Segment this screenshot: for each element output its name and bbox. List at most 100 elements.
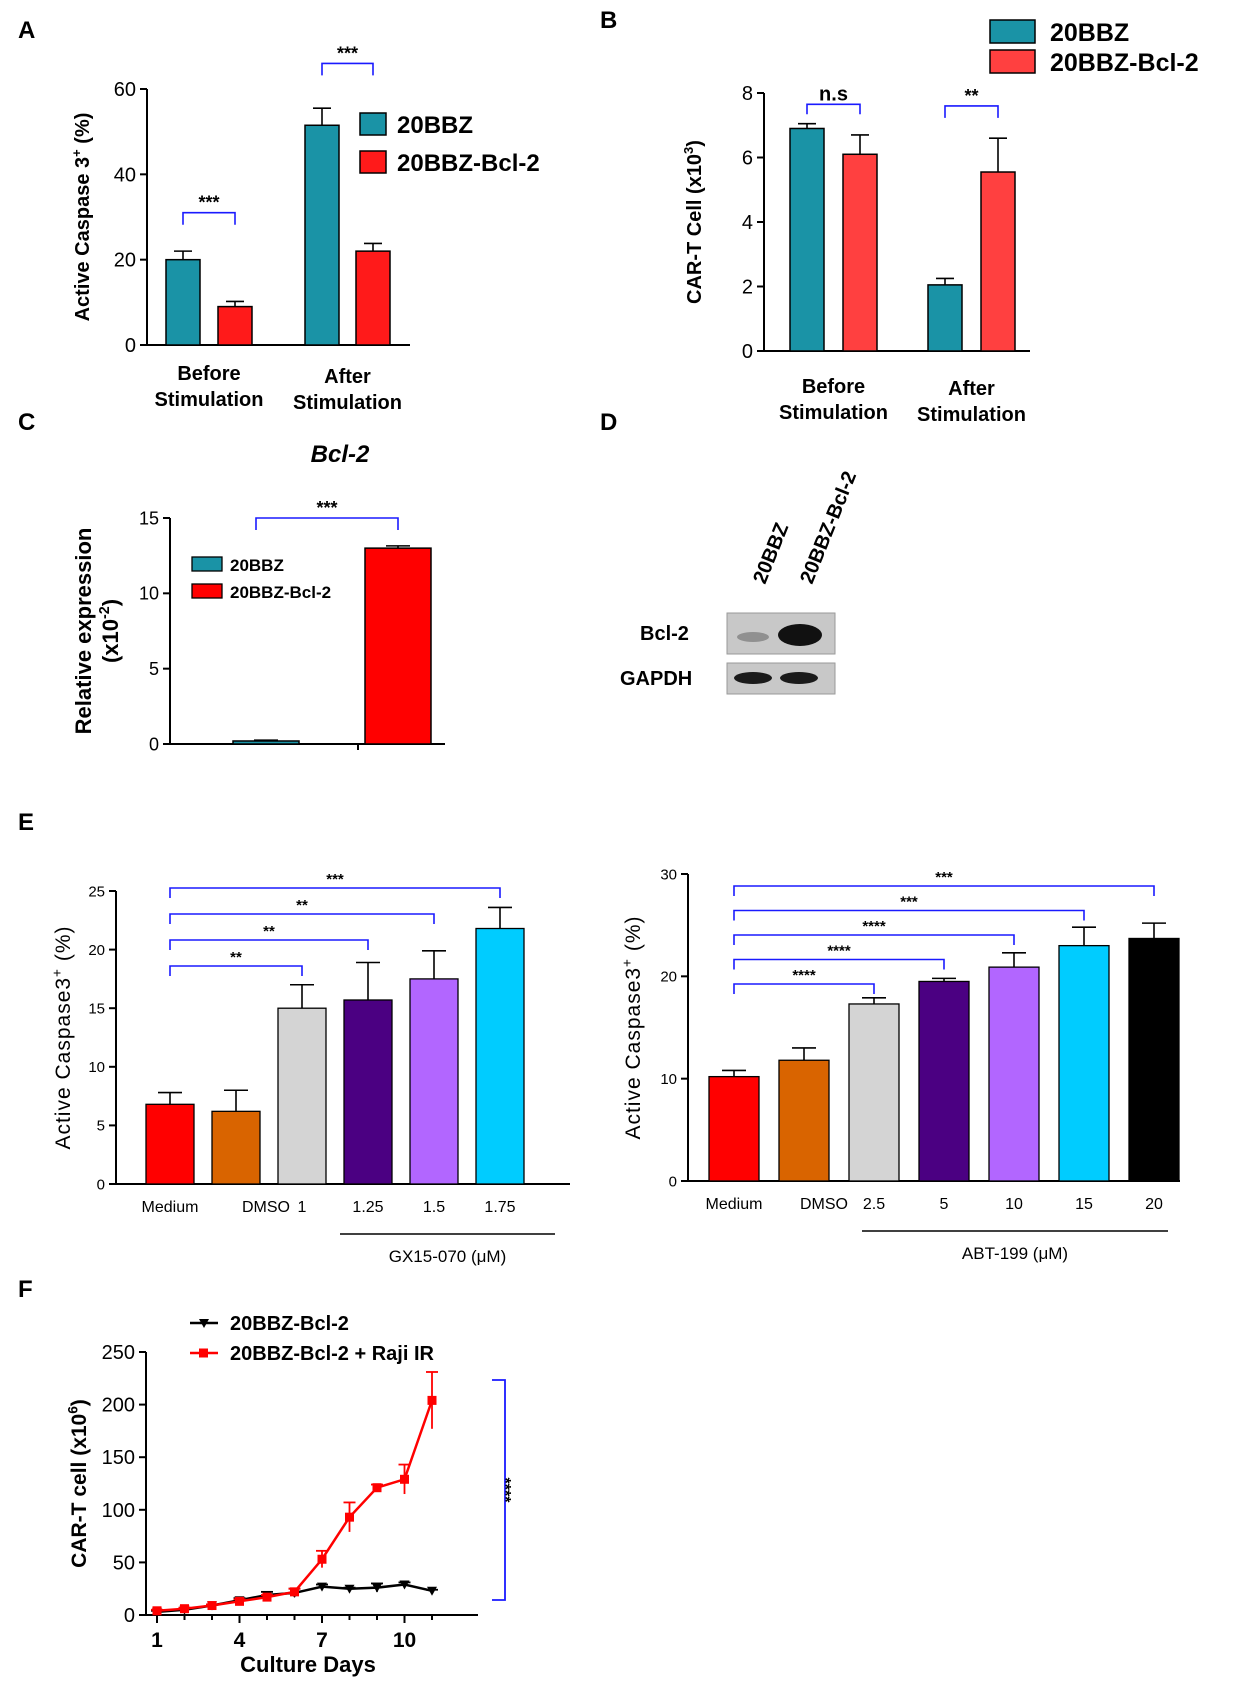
bar	[708, 1075, 760, 1182]
y-tick-label: 0	[124, 1605, 135, 1627]
y-tick-label: 60	[114, 79, 136, 101]
significance-label: ***	[198, 193, 219, 213]
legend-label: 20BBZ-Bcl-2	[230, 1313, 349, 1335]
bar	[217, 305, 253, 346]
significance-bracket	[169, 913, 435, 924]
y-tick-label: 250	[102, 1342, 135, 1364]
bar	[778, 1059, 830, 1182]
bar	[355, 250, 391, 346]
significance-bracket	[944, 105, 999, 118]
blot-band	[780, 672, 818, 684]
x-tick-label: Stimulation	[293, 392, 402, 414]
y-axis-label: Active Caspase 3+ (%)	[69, 113, 94, 322]
y-tick-label: 25	[88, 883, 105, 900]
x-tick-label: 10	[393, 1629, 416, 1652]
bar	[364, 547, 432, 745]
data-point	[372, 1583, 382, 1593]
legend-swatch	[359, 150, 387, 174]
significance-label: ****	[862, 918, 886, 935]
y-tick-label: 50	[113, 1552, 135, 1574]
legend-label: 20BBZ-Bcl-2	[230, 583, 331, 602]
significance-bracket	[321, 62, 374, 76]
y-tick-label: 200	[102, 1395, 135, 1417]
bar	[343, 999, 393, 1185]
x-tick-label: Medium	[706, 1196, 763, 1213]
bar	[277, 1007, 327, 1185]
x-tick-label: Before	[802, 376, 865, 398]
x-tick-label: Stimulation	[917, 404, 1026, 426]
blot-row-label: Bcl-2	[640, 623, 689, 645]
data-point	[427, 1395, 437, 1405]
x-tick-label: DMSO	[242, 1199, 290, 1216]
legend-swatch	[191, 583, 223, 599]
data-point	[427, 1586, 437, 1596]
x-tick-label: 2.5	[863, 1196, 885, 1213]
y-tick-label: 100	[102, 1500, 135, 1522]
data-point	[345, 1512, 354, 1522]
significance-bracket	[169, 965, 303, 976]
x-tick-label: 4	[234, 1629, 246, 1652]
y-tick-label: 20	[114, 250, 136, 272]
significance-label: ***	[935, 869, 953, 886]
blot-lane-label: 20BBZ-Bcl-2	[796, 468, 861, 587]
significance-bracket	[733, 885, 1155, 896]
significance-label: ****	[792, 967, 816, 984]
chart-panel-b: 0 2 4 6 8 Before Stimulation After Stimulation n.…	[681, 19, 1199, 426]
chart-panel-f: 0 50 100 150 200 250 1 4 7 10 Culture Days CAR-T ce…	[66, 1313, 513, 1677]
bar	[988, 966, 1040, 1182]
significance-label: ***	[337, 43, 358, 63]
y-tick-label: 20	[88, 942, 105, 959]
y-axis-label: Relative expression	[71, 528, 96, 735]
blot-lane-label: 20BBZ	[749, 520, 793, 587]
bar	[927, 284, 963, 352]
data-point	[317, 1582, 327, 1592]
data-point	[180, 1604, 189, 1614]
x-axis-label: Culture Days	[240, 1652, 376, 1677]
chart-panel-c: 0 5 10 15 *** Bcl-2 Relative expression (x10-2)…	[71, 441, 445, 754]
blot-band	[734, 672, 772, 684]
significance-label: **	[296, 897, 308, 914]
y-tick-label: 40	[114, 164, 136, 186]
legend-swatch	[989, 49, 1036, 74]
data-point	[317, 1554, 327, 1564]
bar	[980, 171, 1016, 352]
x-tick-label: After	[324, 366, 371, 388]
x-group-label: GX15-070 (μM)	[389, 1247, 507, 1266]
significance-label: ****	[827, 943, 851, 960]
x-group-label: ABT-199 (μM)	[962, 1244, 1068, 1263]
significance-bracket	[255, 517, 399, 530]
data-point	[262, 1592, 272, 1602]
bar	[211, 1110, 261, 1185]
bar	[475, 927, 525, 1185]
chart-panel-e-right: 0 10 20 30 Medium DMSO 2.5 5 10 15 20 ABT-199 (μM) *…	[620, 866, 1180, 1263]
legend-label: 20BBZ	[1050, 19, 1129, 47]
y-tick-label: 150	[102, 1447, 135, 1469]
x-tick-label: Medium	[142, 1199, 199, 1216]
bar	[409, 978, 459, 1185]
x-tick-label: 20	[1145, 1196, 1163, 1213]
bar	[848, 1003, 900, 1182]
data-point	[399, 1580, 410, 1590]
significance-bracket	[733, 983, 875, 994]
significance-bracket	[169, 939, 369, 950]
blot-row-label: GAPDH	[620, 668, 692, 690]
y-tick-label: 0	[125, 335, 136, 357]
chart-panel-a: 0 20 40 60 Before Stimulation After Stimulation…	[69, 43, 540, 414]
data-point	[372, 1483, 382, 1493]
y-axis-label: Active Caspase3+ (%)	[620, 915, 645, 1139]
significance-label: ***	[900, 894, 918, 911]
significance-label: n.s	[819, 83, 848, 105]
significance-bracket	[733, 934, 1015, 945]
y-tick-label: 0	[669, 1173, 677, 1190]
panel-letter-a: A	[18, 17, 35, 44]
x-tick-label: 10	[1005, 1196, 1023, 1213]
significance-bracket	[182, 211, 236, 225]
y-tick-label: 5	[149, 659, 159, 679]
significance-label: ****	[496, 1478, 513, 1504]
significance-label: **	[230, 949, 242, 966]
western-blot: 20BBZ 20BBZ-Bcl-2 Bcl-2 GAPDH	[620, 468, 861, 695]
x-tick-label: 15	[1075, 1196, 1093, 1213]
y-tick-label: 4	[742, 212, 753, 234]
data-point	[235, 1596, 244, 1606]
y-tick-label: 20	[660, 969, 677, 986]
